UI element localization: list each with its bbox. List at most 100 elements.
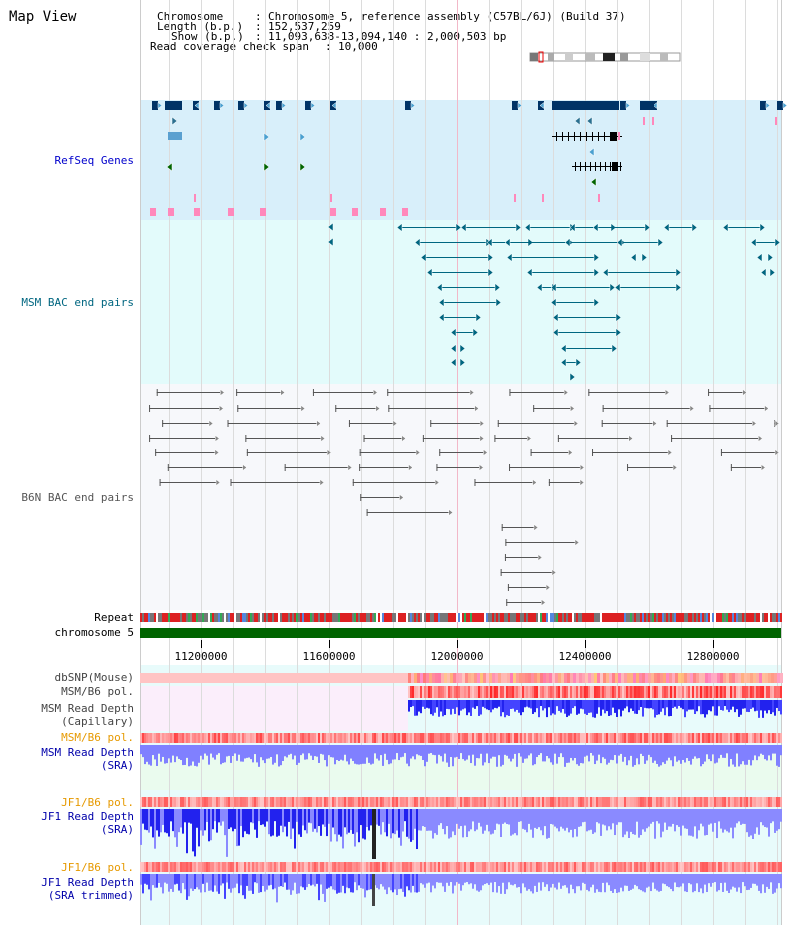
feature-arrow[interactable] — [560, 343, 567, 354]
bac-end[interactable] — [352, 479, 354, 486]
feature-arrow[interactable] — [564, 237, 571, 248]
bac-end[interactable] — [501, 524, 503, 531]
feature-arrow[interactable] — [552, 312, 559, 323]
bac-end[interactable] — [149, 405, 151, 412]
feature-arrow[interactable] — [194, 102, 200, 109]
feature-arrow[interactable] — [593, 297, 600, 308]
bac-end[interactable] — [557, 435, 559, 442]
feature-arrow[interactable] — [396, 222, 403, 233]
gene-block[interactable] — [405, 101, 411, 110]
feature-arrow[interactable] — [495, 297, 502, 308]
feature-arrow[interactable] — [450, 327, 457, 338]
feature-arrow[interactable] — [410, 102, 416, 109]
feature-arrow[interactable] — [450, 357, 457, 368]
bac-end[interactable] — [533, 405, 535, 412]
feature-arrow[interactable] — [375, 405, 381, 412]
feature-arrow[interactable] — [579, 479, 585, 486]
feature-arrow[interactable] — [532, 479, 538, 486]
feature-arrow[interactable] — [767, 252, 774, 263]
feature-arrow[interactable] — [280, 389, 286, 396]
feature-arrow[interactable] — [588, 147, 595, 157]
gene-block[interactable] — [165, 101, 182, 110]
bac-end[interactable] — [236, 389, 238, 396]
feature-arrow[interactable] — [614, 282, 621, 293]
feature-arrow[interactable] — [327, 222, 334, 232]
feature-arrow[interactable] — [574, 116, 581, 126]
feature-arrow[interactable] — [215, 435, 220, 442]
feature-arrow[interactable] — [208, 420, 214, 427]
feature-arrow[interactable] — [533, 524, 539, 531]
feature-arrow[interactable] — [630, 252, 637, 263]
feature-arrow[interactable] — [436, 282, 443, 293]
gene-block[interactable] — [640, 101, 654, 110]
feature-arrow[interactable] — [761, 464, 766, 471]
bac-end[interactable] — [439, 449, 441, 456]
bac-end[interactable] — [245, 435, 247, 442]
bac-end[interactable] — [530, 449, 532, 456]
feature-arrow[interactable] — [347, 464, 353, 471]
bac-end[interactable] — [506, 599, 508, 606]
feature-arrow[interactable] — [479, 420, 485, 427]
feature-arrow[interactable] — [415, 449, 421, 456]
bac-end[interactable] — [230, 479, 232, 486]
feature-arrow[interactable] — [215, 479, 221, 486]
feature-arrow[interactable] — [590, 177, 597, 187]
feature-arrow[interactable] — [486, 237, 493, 248]
feature-arrow[interactable] — [672, 464, 678, 471]
bac-end[interactable] — [720, 449, 722, 456]
feature-arrow[interactable] — [219, 102, 225, 109]
feature-arrow[interactable] — [611, 343, 618, 354]
feature-arrow[interactable] — [487, 252, 494, 263]
feature-arrow[interactable] — [166, 162, 173, 172]
bac-end[interactable] — [774, 420, 776, 427]
feature-arrow[interactable] — [459, 343, 466, 354]
bac-end[interactable] — [497, 420, 499, 427]
feature-arrow[interactable] — [782, 102, 788, 109]
feature-arrow[interactable] — [541, 599, 546, 606]
feature-arrow[interactable] — [774, 237, 781, 248]
feature-arrow[interactable] — [316, 420, 322, 427]
feature-arrow[interactable] — [593, 252, 600, 263]
gene-block[interactable] — [777, 101, 783, 110]
feature-arrow[interactable] — [574, 539, 580, 546]
feature-arrow[interactable] — [479, 435, 485, 442]
feature-arrow[interactable] — [615, 327, 622, 338]
feature-arrow[interactable] — [517, 102, 523, 109]
feature-arrow[interactable] — [675, 267, 682, 278]
feature-arrow[interactable] — [526, 267, 533, 278]
feature-arrow[interactable] — [450, 343, 457, 354]
feature-arrow[interactable] — [663, 222, 670, 233]
bac-end[interactable] — [494, 435, 496, 442]
bac-end[interactable] — [149, 435, 151, 442]
ideogram-view-marker[interactable] — [538, 51, 544, 63]
feature-arrow[interactable] — [652, 420, 658, 427]
feature-arrow[interactable] — [689, 405, 695, 412]
gene-block[interactable] — [276, 101, 282, 110]
bac-end[interactable] — [360, 494, 362, 501]
feature-arrow[interactable] — [609, 282, 616, 293]
feature-arrow[interactable] — [593, 267, 600, 278]
bac-end[interactable] — [548, 479, 550, 486]
feature-arrow[interactable] — [760, 267, 767, 278]
feature-arrow[interactable] — [434, 479, 440, 486]
feature-arrow[interactable] — [536, 282, 543, 293]
feature-arrow[interactable] — [664, 389, 670, 396]
feature-arrow[interactable] — [265, 102, 271, 109]
bac-end[interactable] — [708, 389, 710, 396]
feature-arrow[interactable] — [575, 357, 582, 368]
bac-end[interactable] — [422, 435, 424, 442]
bac-end[interactable] — [159, 479, 161, 486]
feature-arrow[interactable] — [625, 102, 631, 109]
bac-end[interactable] — [359, 449, 361, 456]
feature-arrow[interactable] — [765, 102, 771, 109]
feature-arrow[interactable] — [219, 405, 224, 412]
feature-arrow[interactable] — [171, 116, 178, 126]
feature-arrow[interactable] — [592, 222, 599, 233]
gene-block[interactable] — [552, 101, 619, 110]
feature-arrow[interactable] — [551, 569, 557, 576]
feature-arrow[interactable] — [568, 449, 573, 456]
feature-arrow[interactable] — [494, 282, 501, 293]
bac-end[interactable] — [284, 464, 286, 471]
bac-end[interactable] — [504, 554, 506, 561]
bac-end[interactable] — [167, 464, 169, 471]
